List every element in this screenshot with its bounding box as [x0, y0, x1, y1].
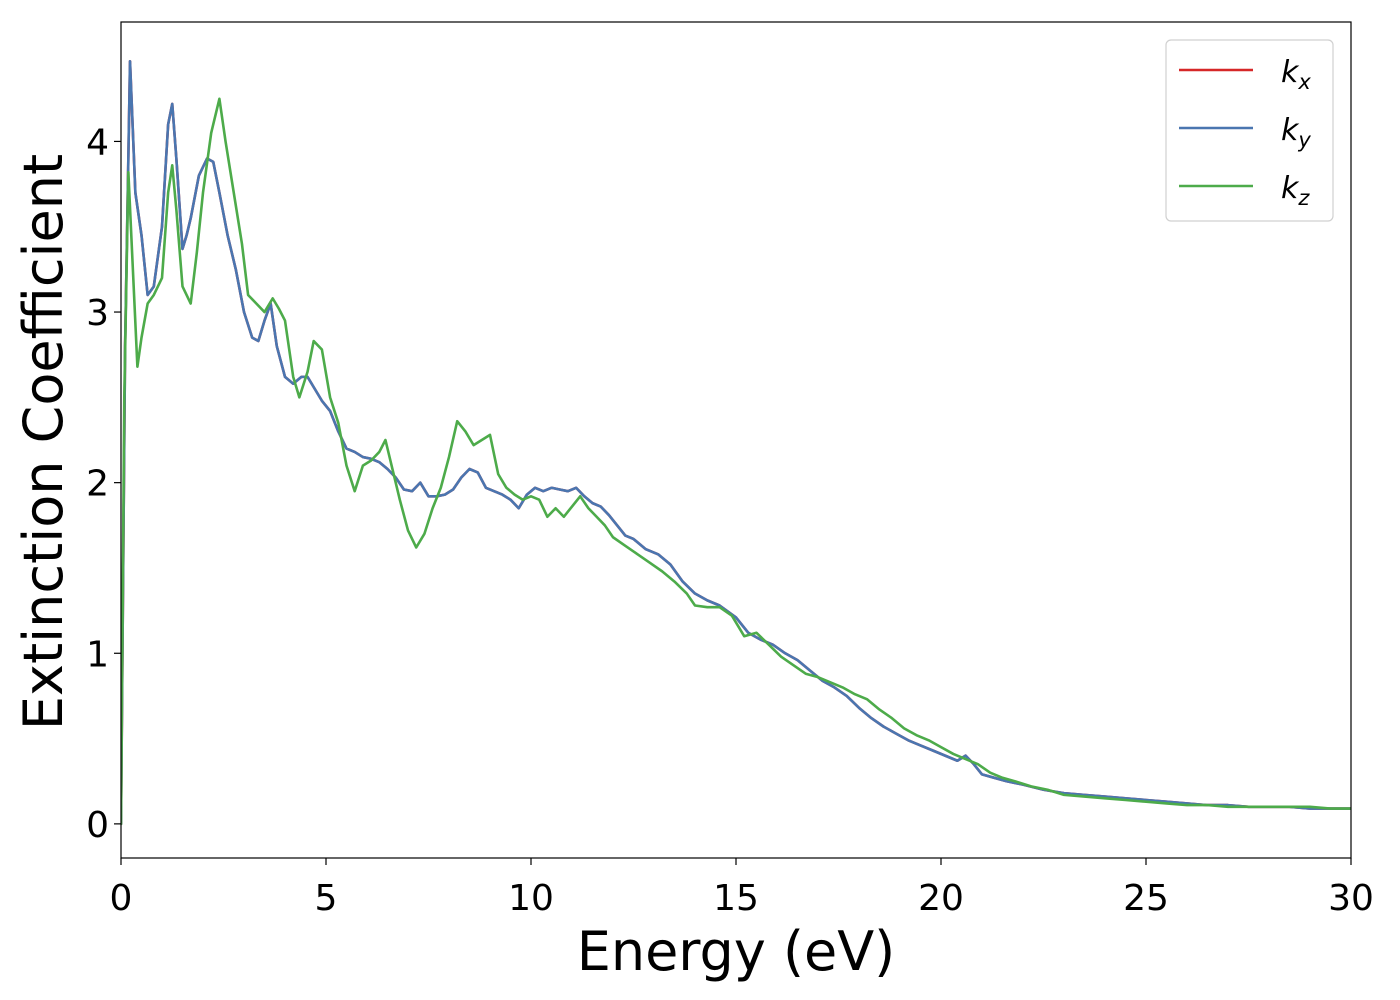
series-line-y: [121, 59, 1351, 826]
x-tick-label: 5: [315, 878, 338, 919]
x-axis-label: Energy (eV): [577, 920, 896, 983]
y-tick-label: 0: [86, 805, 109, 846]
x-tick-label: 15: [713, 878, 759, 919]
x-tick-label: 20: [918, 878, 964, 919]
x-tick-label: 10: [508, 878, 554, 919]
y-axis-label: Extinction Coefficient: [12, 154, 75, 730]
y-tick-label: 3: [86, 293, 109, 334]
legend-label-x: kx: [1281, 55, 1311, 94]
series-line-z: [121, 97, 1351, 826]
y-tick-label: 4: [86, 122, 109, 163]
y-tick-label: 1: [86, 634, 109, 675]
legend-box: [1165, 39, 1334, 222]
x-tick-label: 30: [1328, 878, 1374, 919]
legend: kx ky kz: [1165, 39, 1334, 222]
x-tick-label: 0: [110, 878, 133, 919]
legend-label-y: ky: [1281, 113, 1311, 152]
legend-label-z: kz: [1281, 171, 1310, 210]
series-layer: [121, 59, 1351, 826]
x-tick-label: 25: [1123, 878, 1169, 919]
ticks-layer: 0 5 10 15 20 25 30 0 1 2 3 4: [86, 122, 1374, 919]
y-tick-label: 2: [86, 464, 109, 505]
